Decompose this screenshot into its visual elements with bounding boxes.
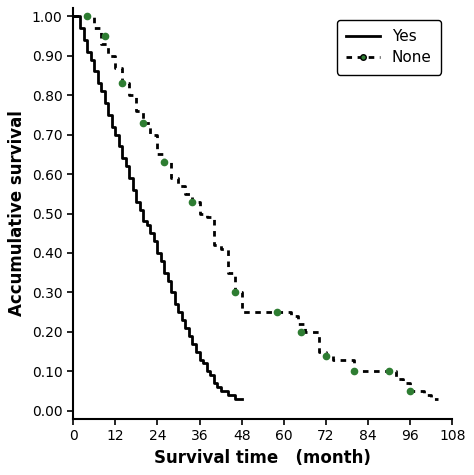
Legend: Yes, None: Yes, None	[337, 20, 441, 75]
Y-axis label: Accumulative survival: Accumulative survival	[9, 111, 27, 316]
X-axis label: Survival time   (month): Survival time (month)	[155, 449, 371, 466]
